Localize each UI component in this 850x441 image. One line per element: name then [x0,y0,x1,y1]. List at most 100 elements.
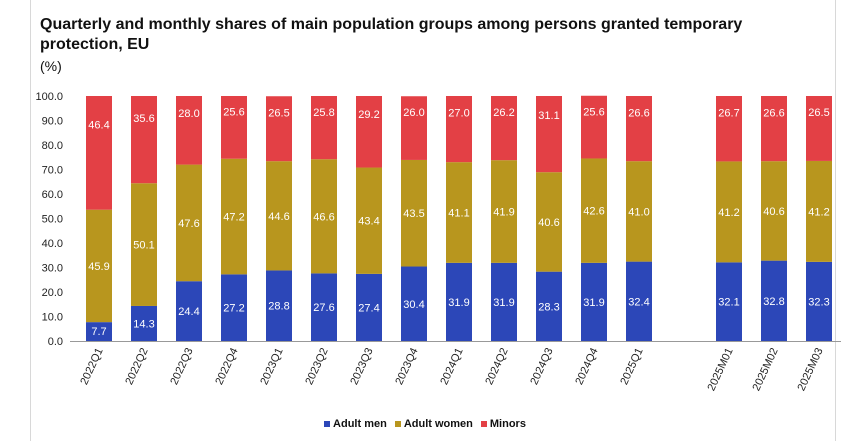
data-label: 29.2 [358,109,379,121]
data-label: 26.5 [268,107,289,119]
y-tick-label: 20.0 [42,287,63,299]
data-label: 41.9 [493,207,514,219]
y-tick-label: 50.0 [42,214,63,226]
bar-segment-adult-women [716,161,742,263]
bar-segment-minors [626,96,652,162]
data-label: 31.9 [493,297,514,309]
data-label: 28.8 [268,301,289,313]
data-label: 26.7 [718,107,739,119]
data-label: 26.2 [493,107,514,119]
x-tick-label: 2022Q2 [123,346,150,387]
data-label: 14.3 [133,318,154,330]
data-label: 27.4 [358,302,379,314]
data-label: 32.8 [763,296,784,308]
bar-segment-minors [446,96,472,163]
bar-segment-adult-men [536,271,562,341]
data-label: 28.3 [538,301,559,313]
data-label: 41.2 [808,206,829,218]
data-label: 31.1 [538,110,559,122]
bar-segment-adult-men [761,260,787,341]
bar-segment-adult-men [221,274,247,341]
x-tick-label: 2024Q3 [528,346,555,387]
chart-title: Quarterly and monthly shares of main pop… [40,16,743,53]
y-tick-label: 100.0 [35,91,63,103]
bar-segment-adult-women [761,161,787,261]
data-label: 32.1 [718,297,739,309]
x-tick-label: 2023Q3 [348,346,375,387]
x-tick-label: 2025M02 [750,346,780,393]
bar-segment-adult-men [806,261,832,341]
data-label: 32.3 [808,296,829,308]
bar-segment-adult-women [401,159,427,267]
bar-segment-adult-women [311,159,337,274]
bar-segment-minors [221,96,247,159]
y-tick-label: 0.0 [48,336,63,348]
x-tick-label: 2022Q1 [78,346,105,387]
chart-legend: Adult men Adult women Minors [0,418,850,430]
data-label: 27.6 [313,302,334,314]
data-label: 27.0 [448,108,469,120]
data-label: 40.6 [763,206,784,218]
bar-segment-adult-women [581,158,607,263]
data-label: 41.2 [718,207,739,219]
bar-segment-minors [491,96,517,161]
legend-swatch [480,421,487,427]
data-label: 40.6 [538,217,559,229]
y-axis-unit: (%) [40,58,62,74]
x-tick-label: 2023Q4 [393,346,420,387]
data-label: 43.5 [403,208,424,220]
data-label: 44.6 [268,211,289,223]
bar-segment-minors [806,96,832,161]
legend-label: Adult women [403,418,473,430]
bar-segment-adult-women [536,172,562,272]
bar-segment-adult-men [266,270,292,341]
data-label: 35.6 [133,113,154,125]
x-tick-label: 2025M03 [795,346,825,393]
bar-segment-adult-women [221,158,247,275]
legend-swatch [324,421,331,427]
legend-label: Minors [489,418,526,430]
bar-segment-minors [716,96,742,162]
data-label: 42.6 [583,206,604,218]
y-tick-label: 80.0 [42,140,63,152]
bar-segment-adult-women [86,209,112,323]
data-label: 26.5 [808,107,829,119]
legend-item: Adult women [394,418,473,430]
bar-segment-adult-women [491,160,517,263]
data-label: 46.4 [88,119,109,131]
x-tick-label: 2025M01 [705,346,735,393]
data-label: 41.1 [448,207,469,219]
y-tick-label: 90.0 [42,116,63,128]
y-tick-label: 70.0 [42,165,63,177]
x-tick-label: 2024Q2 [483,346,510,387]
legend-label: Adult men [333,418,387,430]
data-label: 47.2 [223,212,244,224]
bar-segment-adult-women [356,167,382,274]
data-label: 26.0 [403,107,424,119]
bar-segment-adult-men [716,262,742,341]
bar-segment-adult-men [131,305,157,341]
y-tick-label: 10.0 [42,312,63,324]
bar-segment-adult-women [266,161,292,271]
bar-segment-adult-men [491,262,517,341]
bar-segment-adult-women [806,160,832,262]
bar-segment-adult-women [131,183,157,306]
bar-segment-adult-men [581,262,607,341]
bar-segment-minors [131,96,157,184]
bar-segment-minors [401,96,427,160]
data-label: 24.4 [178,306,199,318]
x-tick-label: 2022Q3 [168,346,195,387]
data-label: 46.6 [313,211,334,223]
bar-segment-minors [536,96,562,173]
x-tick-label: 2024Q1 [438,346,465,387]
x-tick-label: 2024Q4 [573,346,600,387]
legend-item: Adult men [324,418,387,430]
y-tick-label: 60.0 [42,189,63,201]
bar-segment-adult-women [626,161,652,262]
data-label: 31.9 [583,297,604,309]
bar-segment-minors [581,95,607,159]
data-label: 27.2 [223,303,244,315]
x-tick-label: 2022Q4 [213,346,240,387]
bar-segment-adult-men [311,273,337,341]
